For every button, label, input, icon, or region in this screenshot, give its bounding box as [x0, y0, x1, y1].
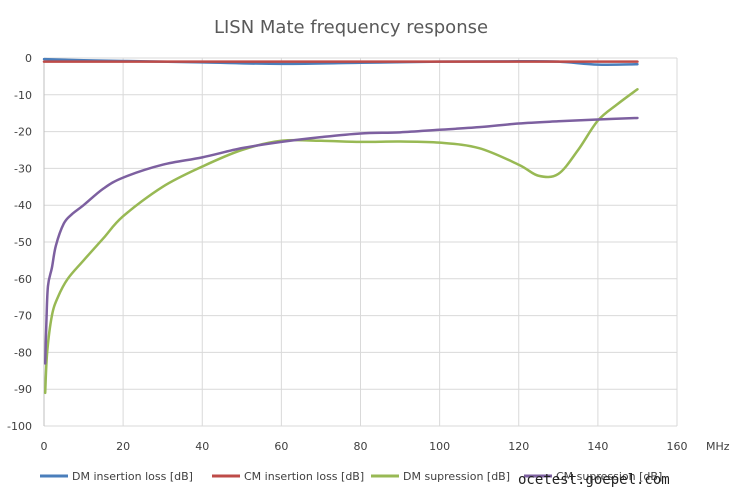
legend-label: CM supression [dB]	[556, 470, 662, 483]
x-tick-label: 120	[508, 440, 529, 453]
x-axis-unit: MHz	[706, 440, 730, 453]
y-tick-label: -10	[14, 89, 32, 102]
chart-title: LISN Mate frequency response	[214, 17, 488, 38]
legend-label: DM insertion loss [dB]	[72, 470, 193, 483]
y-tick-label: -100	[7, 420, 32, 433]
legend-label: DM supression [dB]	[403, 470, 510, 483]
legend-label: CM insertion loss [dB]	[244, 470, 364, 483]
x-tick-label: 40	[195, 440, 209, 453]
x-tick-label: 80	[354, 440, 368, 453]
watermark: ocetest.goepel.com	[518, 472, 670, 488]
x-tick-label: 160	[667, 440, 688, 453]
y-tick-label: -20	[14, 126, 32, 139]
legend: DM insertion loss [dB] CM insertion loss …	[40, 470, 662, 483]
y-tick-labels: 0 -10 -20 -30 -40 -50 -60 -70 -80 -90 -100	[7, 52, 32, 433]
y-tick-label: -90	[14, 383, 32, 396]
x-tick-label: 0	[41, 440, 48, 453]
y-tick-label: -50	[14, 236, 32, 249]
x-tick-labels: 0 20 40 60 80 100 120 140 160	[41, 440, 688, 453]
x-tick-label: 20	[116, 440, 130, 453]
series-lines	[42, 57, 639, 395]
series-line-4	[43, 116, 639, 365]
y-tick-label: -80	[14, 346, 32, 359]
x-tick-label: 140	[587, 440, 608, 453]
x-tick-label: 100	[429, 440, 450, 453]
y-tick-label: 0	[25, 52, 32, 65]
x-tick-label: 60	[274, 440, 288, 453]
y-tick-label: -60	[14, 273, 32, 286]
y-tick-label: -30	[14, 162, 32, 175]
y-tick-label: -70	[14, 310, 32, 323]
grid	[43, 57, 678, 427]
y-tick-label: -40	[14, 199, 32, 212]
